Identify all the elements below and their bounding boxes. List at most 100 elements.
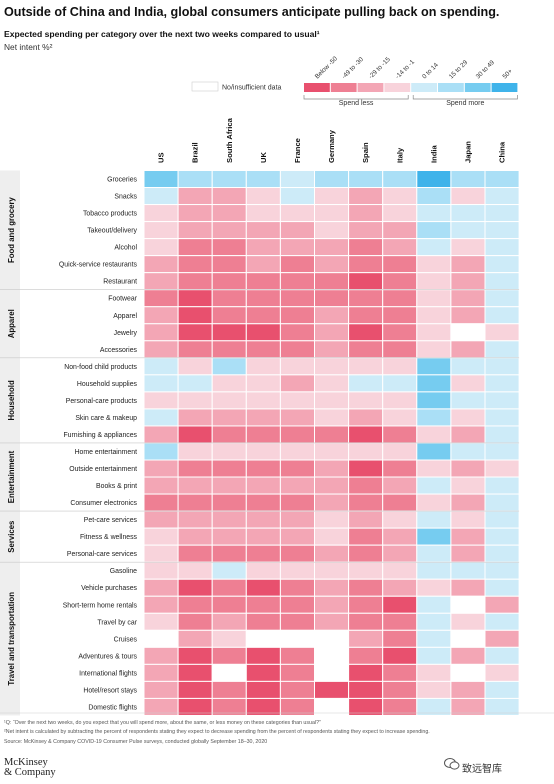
heatmap-cell (279, 408, 315, 427)
heatmap-cell (279, 204, 315, 223)
heatmap-cell (279, 612, 315, 631)
heatmap-cell (211, 527, 247, 546)
heatmap-cell (177, 204, 213, 223)
group-label: Entertainment (7, 450, 16, 503)
heatmap-cell (348, 476, 384, 495)
heatmap-cell (416, 357, 452, 376)
heatmap-cell (348, 646, 384, 665)
heatmap-cell (177, 374, 213, 393)
legend-na-swatch (191, 81, 219, 92)
heatmap-cell (211, 629, 247, 648)
heatmap-cell (450, 680, 486, 699)
heatmap-cell (348, 221, 384, 240)
heatmap-cell (143, 612, 179, 631)
legend-swatch (304, 83, 330, 92)
heatmap-cell (416, 629, 452, 648)
legend-bin-label: -29 to -15 (367, 56, 392, 81)
category-label: Non-food child products (64, 364, 137, 371)
heatmap-cell (211, 374, 247, 393)
heatmap-cell (279, 323, 315, 342)
heatmap-cell (279, 510, 315, 529)
heatmap-cell (211, 221, 247, 240)
heatmap-cell (484, 561, 520, 580)
country-header: France (293, 138, 302, 163)
heatmap-cell (484, 697, 520, 716)
heatmap-cell (177, 442, 213, 461)
category-label: Quick-service restaurants (59, 262, 138, 269)
heatmap-cell (348, 629, 384, 648)
heatmap-cell (484, 306, 520, 325)
heatmap-cell (484, 221, 520, 240)
heatmap-cell (211, 170, 247, 189)
heatmap-cell (450, 255, 486, 274)
group-label: Food and grocery (7, 197, 16, 264)
heatmap-cell (245, 595, 281, 614)
category-label: Personal-care products (66, 398, 138, 405)
heatmap-cell (211, 612, 247, 631)
heatmap-cell (416, 561, 452, 580)
heatmap-cell (245, 374, 281, 393)
heatmap-cell (450, 442, 486, 461)
heatmap-cell (416, 527, 452, 546)
heatmap-cell (314, 255, 350, 274)
category-label: Household supplies (77, 381, 138, 388)
country-header: China (498, 141, 507, 163)
heatmap-cell (279, 425, 315, 444)
heatmap-cell (382, 476, 418, 495)
heatmap-cell (348, 578, 384, 597)
heatmap-cell (279, 442, 315, 461)
heatmap-cell (177, 391, 213, 410)
heatmap-cell (245, 476, 281, 495)
heatmap-cell (177, 629, 213, 648)
heatmap-cell (245, 680, 281, 699)
heatmap-cell (279, 646, 315, 665)
heatmap-cell (484, 510, 520, 529)
heatmap-cell (348, 255, 384, 274)
heatmap-cell (450, 204, 486, 223)
heatmap-cell (450, 595, 486, 614)
heatmap-cell (450, 170, 486, 189)
heatmap-cell (143, 663, 179, 682)
heatmap-cell (382, 561, 418, 580)
heatmap-cell (211, 340, 247, 359)
category-label: Snacks (114, 194, 137, 201)
heatmap-cell (279, 272, 315, 291)
heatmap-cell (382, 408, 418, 427)
group-label: Household (7, 380, 16, 421)
country-header: India (429, 145, 438, 163)
heatmap-cell (211, 255, 247, 274)
heatmap-cell (177, 323, 213, 342)
heatmap-cell (450, 510, 486, 529)
heatmap-cell (348, 374, 384, 393)
heatmap-cell (314, 561, 350, 580)
heatmap-cell (314, 544, 350, 563)
heatmap-cell (211, 306, 247, 325)
heatmap-cell (348, 510, 384, 529)
heatmap-cell (450, 544, 486, 563)
heatmap-cell (314, 187, 350, 206)
heatmap-cell (143, 595, 179, 614)
heatmap-cell (416, 595, 452, 614)
heatmap-cell (143, 459, 179, 478)
heatmap-cell (143, 187, 179, 206)
heatmap-cell (484, 255, 520, 274)
heatmap-cell (348, 561, 384, 580)
heatmap-cell (245, 442, 281, 461)
heatmap-cell (279, 374, 315, 393)
heatmap-cell (177, 527, 213, 546)
heatmap-cell (314, 578, 350, 597)
heatmap-cell (211, 493, 247, 512)
heatmap-cell (450, 476, 486, 495)
heatmap-cell (143, 272, 179, 291)
heatmap-cell (143, 204, 179, 223)
heatmap-cell (314, 663, 350, 682)
heatmap-cell (416, 391, 452, 410)
legend-swatch (330, 83, 357, 92)
heatmap-cell (382, 357, 418, 376)
heatmap-cell (177, 340, 213, 359)
heatmap-cell (450, 391, 486, 410)
heatmap-cell (314, 459, 350, 478)
heatmap-cell (177, 680, 213, 699)
legend-bin-label: Below -50 (314, 55, 339, 80)
